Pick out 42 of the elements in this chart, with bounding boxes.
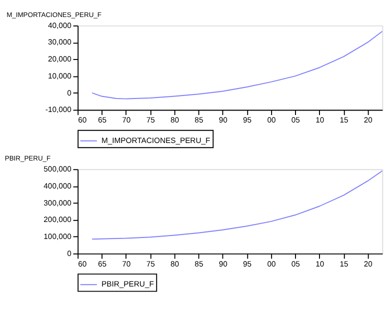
- x-tick-label: 80: [170, 116, 180, 125]
- x-tick-label: 05: [291, 116, 300, 125]
- x-tick-label: 00: [267, 116, 276, 125]
- y-tick-label: 100,000: [44, 232, 72, 241]
- x-tick-label: 15: [340, 259, 348, 268]
- x-tick-label: 80: [170, 259, 180, 268]
- x-tick-label: 00: [267, 259, 276, 268]
- x-tick-label: 75: [146, 259, 155, 268]
- line-series: [92, 170, 383, 240]
- x-tick-label: 90: [218, 116, 228, 125]
- x-tick-label: 65: [98, 116, 107, 125]
- y-tick-label: 500,000: [44, 164, 72, 174]
- y-tick-label: 200,000: [44, 215, 72, 224]
- y-tick-label: 0: [67, 88, 72, 98]
- x-tick-label: 75: [146, 116, 155, 125]
- x-tick-label: 85: [194, 116, 204, 125]
- y-tick-label: 300,000: [44, 198, 72, 208]
- x-tick-label: 95: [243, 116, 252, 125]
- y-tick-label: 0: [67, 248, 72, 258]
- x-tick-label: 65: [98, 259, 107, 268]
- y-tick-label: 20,000: [48, 54, 72, 64]
- x-tick-label: 20: [364, 259, 372, 268]
- x-tick-label: 10: [316, 259, 324, 268]
- x-tick-label: 15: [340, 116, 348, 125]
- x-tick-label: 85: [194, 259, 204, 268]
- x-tick-label: 05: [291, 259, 300, 268]
- y-tick-label: 400,000: [44, 181, 72, 190]
- y-tick-label: 30,000: [48, 38, 72, 47]
- line-series: [92, 30, 383, 100]
- y-tick-label: -10,000: [45, 105, 72, 114]
- x-tick-label: 90: [218, 259, 228, 268]
- x-tick-label: 10: [316, 116, 324, 125]
- x-tick-label: 60: [78, 259, 87, 268]
- legend-label: M_IMPORTACIONES_PERU_F: [102, 136, 210, 145]
- legend-label: PBIR_PERU_F: [102, 280, 154, 289]
- x-tick-label: 60: [78, 116, 87, 125]
- y-tick-label: 40,000: [48, 20, 72, 30]
- x-tick-label: 95: [243, 259, 252, 268]
- x-tick-label: 70: [122, 259, 131, 268]
- x-tick-label: 20: [364, 116, 372, 125]
- y-tick-label: 10,000: [48, 71, 72, 80]
- x-tick-label: 70: [122, 116, 131, 125]
